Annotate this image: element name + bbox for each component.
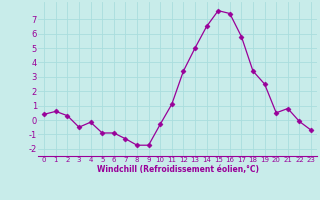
X-axis label: Windchill (Refroidissement éolien,°C): Windchill (Refroidissement éolien,°C) <box>97 165 259 174</box>
